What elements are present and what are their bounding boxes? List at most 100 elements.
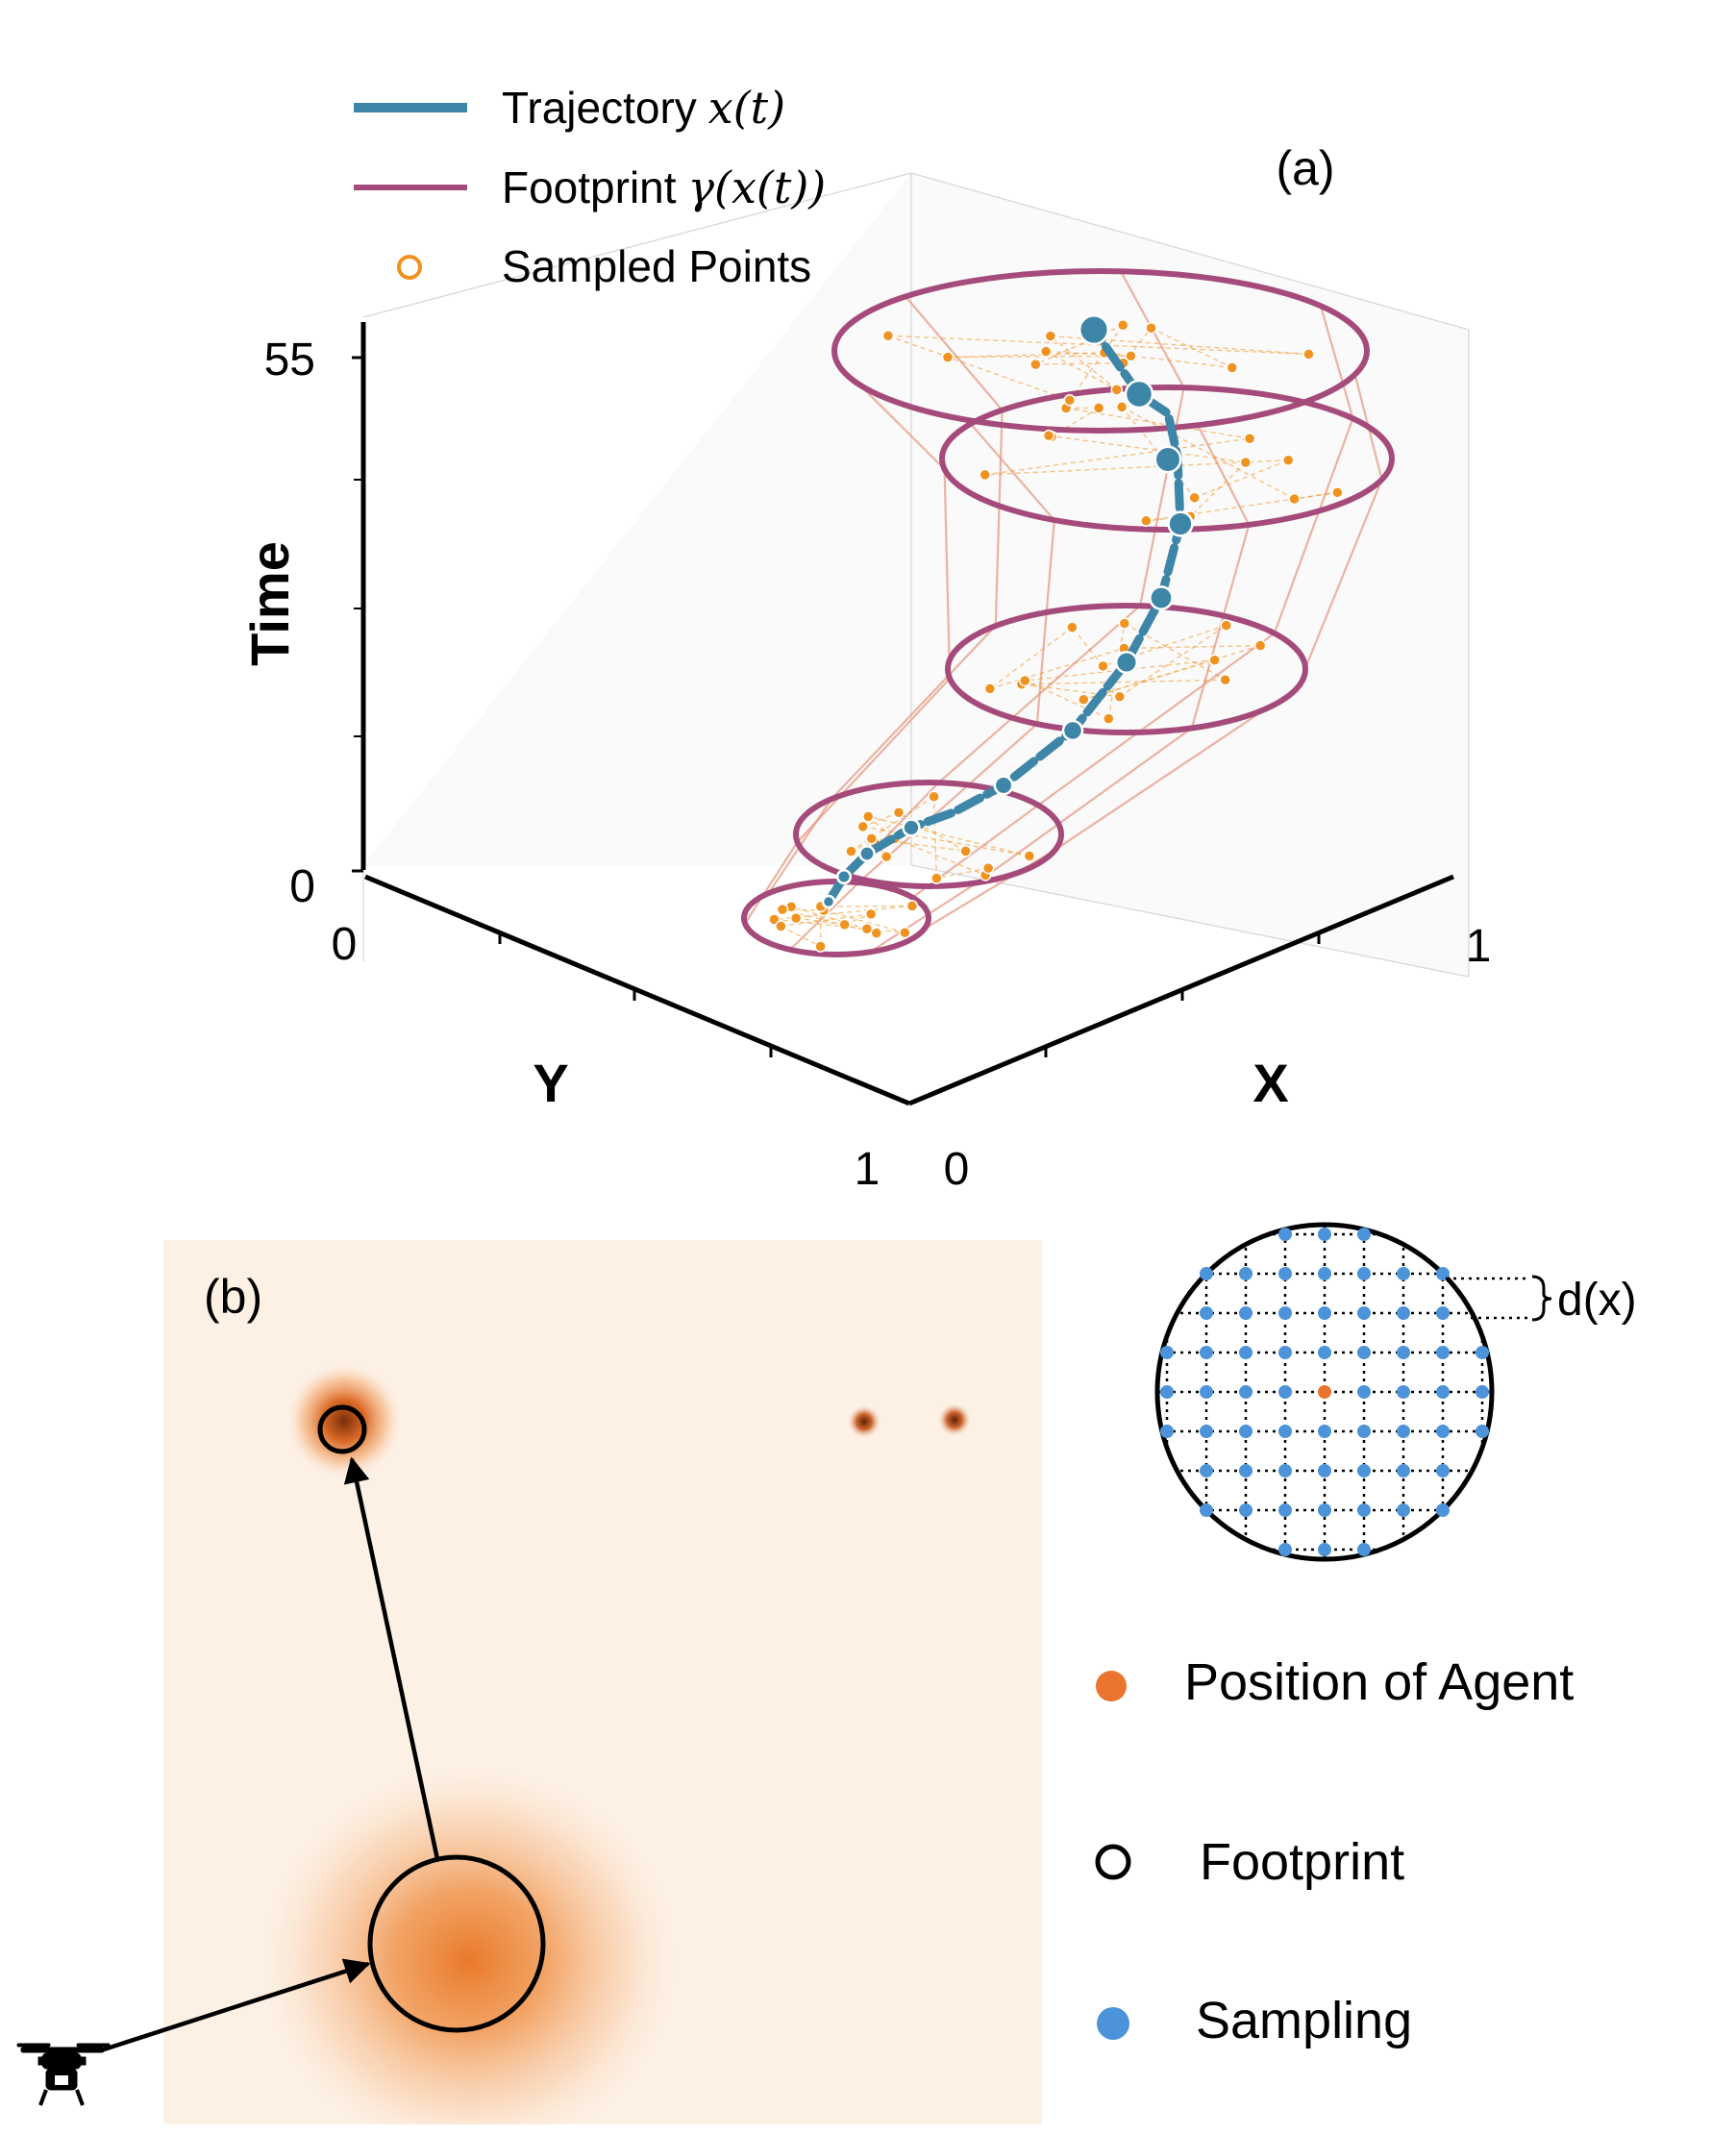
sampled-point bbox=[1113, 690, 1127, 704]
footprint-circle-large bbox=[367, 1854, 546, 2033]
sampled-point bbox=[1118, 617, 1131, 630]
footprint-link-line bbox=[869, 881, 978, 954]
inset-sample-dot bbox=[1357, 1267, 1371, 1280]
sampled-point bbox=[789, 911, 803, 925]
y-tick-min: 0 bbox=[332, 919, 358, 970]
sampled-point bbox=[865, 832, 878, 845]
inset-sample-dot bbox=[1278, 1464, 1292, 1477]
trajectory-node bbox=[1061, 719, 1084, 742]
time-tick-max: 55 bbox=[264, 335, 315, 385]
panel-a-legend: Trajectory x(t) Footprint γ(x(t)) Sampled … bbox=[354, 82, 826, 291]
trajectory-node bbox=[1149, 585, 1174, 610]
footprint-ellipse bbox=[939, 385, 1395, 533]
sample-mesh-line bbox=[862, 826, 1029, 857]
sample-mesh-line bbox=[1119, 625, 1228, 698]
inset-sample-dot bbox=[1239, 1385, 1252, 1399]
sampled-point bbox=[899, 926, 911, 939]
inset-sample-dot bbox=[1436, 1346, 1450, 1359]
trajectory-node bbox=[1078, 313, 1110, 346]
inset-sample-dot bbox=[1318, 1425, 1331, 1438]
trajectory-node bbox=[858, 845, 876, 862]
inset-sample-dot bbox=[1318, 1346, 1331, 1359]
footprint-link-line bbox=[943, 468, 952, 679]
footprint-link-line bbox=[966, 419, 1055, 521]
sampled-point bbox=[870, 927, 883, 939]
density-peak-large bbox=[248, 1754, 690, 2124]
inset-sample-dot bbox=[1239, 1503, 1252, 1517]
inset-sample-dot bbox=[1476, 1425, 1489, 1438]
sampled-point bbox=[930, 872, 943, 884]
inset-sample-dot bbox=[1318, 1228, 1331, 1241]
inset-sample-dot bbox=[1436, 1385, 1450, 1399]
density-peak-dot-1 bbox=[847, 1404, 881, 1439]
footprint-ellipse bbox=[831, 268, 1370, 434]
sample-mesh-line bbox=[851, 796, 934, 853]
trajectory bbox=[821, 313, 1194, 909]
sample-mesh-line bbox=[862, 811, 900, 828]
sampled-point bbox=[1044, 330, 1057, 342]
inset-sample-dot bbox=[1397, 1306, 1410, 1320]
sampled-point bbox=[905, 900, 919, 912]
trajectory-node bbox=[1167, 510, 1194, 537]
sample-mesh-line bbox=[1121, 406, 1295, 500]
footprint-link-line bbox=[796, 678, 951, 843]
time-tick-min: 0 bbox=[289, 861, 315, 912]
inset-sample-dot bbox=[1318, 1306, 1331, 1320]
legend-footprint-label: Footprint γ(x(t)) bbox=[502, 161, 826, 213]
sampled-point bbox=[1219, 673, 1231, 686]
sampled-point bbox=[981, 861, 995, 875]
inset-sample-dot bbox=[1436, 1503, 1450, 1517]
inset-sample-dot bbox=[1278, 1543, 1292, 1556]
panel-b-legend: Position of Agent Footprint Sampling bbox=[1095, 1653, 1574, 2049]
inset-sample-dot bbox=[1397, 1464, 1410, 1477]
footprint-link-line bbox=[1319, 305, 1354, 419]
y-tick-max: 1 bbox=[855, 1144, 880, 1195]
sample-mesh-line bbox=[1083, 658, 1215, 701]
spacing-bracket bbox=[1446, 1275, 1552, 1322]
inset-sample-dot bbox=[1160, 1425, 1174, 1438]
inset-sample-dot bbox=[1278, 1425, 1292, 1438]
inset-sample-dot bbox=[1239, 1306, 1252, 1320]
trajectory-node bbox=[993, 775, 1014, 796]
panel-b: (b) d(x bbox=[16, 1222, 1637, 2124]
sampled-point bbox=[1116, 319, 1129, 332]
inset-sample-dot bbox=[1397, 1267, 1410, 1280]
sampled-point bbox=[1288, 492, 1301, 506]
inset-sample-dot bbox=[1357, 1385, 1371, 1399]
legend-footprint-label: Footprint bbox=[1200, 1833, 1404, 1891]
sample-mesh-line bbox=[1123, 327, 1153, 364]
sample-mesh-line bbox=[1124, 644, 1261, 650]
inset-sample-dot bbox=[1357, 1346, 1371, 1359]
sample-mesh-line bbox=[894, 837, 986, 876]
sample-mesh-line bbox=[871, 837, 966, 853]
sample-mesh-line bbox=[868, 815, 1030, 857]
inset-sample-dot bbox=[1318, 1267, 1331, 1280]
sampled-point bbox=[983, 683, 997, 695]
inset-sample-dot bbox=[1357, 1228, 1371, 1241]
legend-footprint-marker bbox=[1095, 1844, 1131, 1880]
sampled-point bbox=[1220, 619, 1232, 632]
sampled-point bbox=[775, 920, 787, 932]
sample-mesh-line bbox=[781, 908, 877, 934]
footprint-link-line bbox=[744, 841, 799, 925]
footprint-link-line bbox=[1296, 479, 1383, 688]
inset-sample-dot bbox=[1397, 1346, 1410, 1359]
inset-sample-dot bbox=[1239, 1425, 1252, 1438]
sampled-point bbox=[1078, 693, 1090, 707]
sample-mesh-line bbox=[1107, 623, 1126, 719]
inset-sample-dot bbox=[1200, 1464, 1213, 1477]
footprint-ellipse bbox=[793, 780, 1064, 889]
sampled-point bbox=[1208, 654, 1221, 666]
panel-a-grid bbox=[362, 172, 1470, 978]
sampled-point bbox=[1115, 401, 1128, 413]
sample-mesh-line bbox=[989, 647, 1125, 690]
footprint-circle-small bbox=[317, 1404, 367, 1454]
sampled-point bbox=[861, 810, 875, 823]
legend-sampling-label: Sampling bbox=[1196, 1992, 1412, 2049]
sampled-point bbox=[1023, 850, 1036, 862]
sampled-point bbox=[881, 330, 895, 342]
sampled-point bbox=[1029, 358, 1042, 371]
sampled-point bbox=[1226, 361, 1239, 374]
legend-sampled-label: Sampled Points bbox=[502, 241, 811, 291]
